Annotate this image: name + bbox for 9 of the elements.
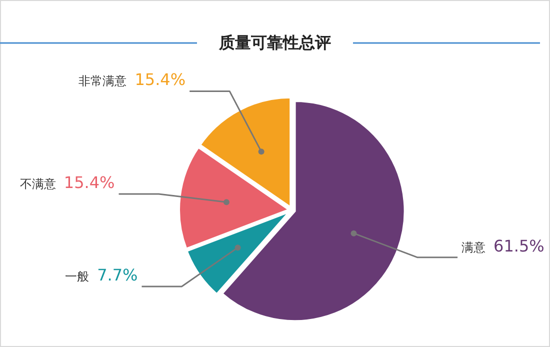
data-label: 15.4%: [64, 173, 115, 192]
slice-label: 一般: [65, 269, 90, 284]
data-label: 15.4%: [134, 70, 186, 90]
chart-title: 质量可靠性总评: [218, 33, 331, 52]
slice-label: 非常满意: [78, 74, 127, 88]
data-label: 61.5%: [494, 236, 544, 256]
data-label: 7.7%: [97, 265, 138, 284]
slice-label: 满意: [462, 240, 486, 254]
slice-label: 不满意: [20, 177, 56, 192]
